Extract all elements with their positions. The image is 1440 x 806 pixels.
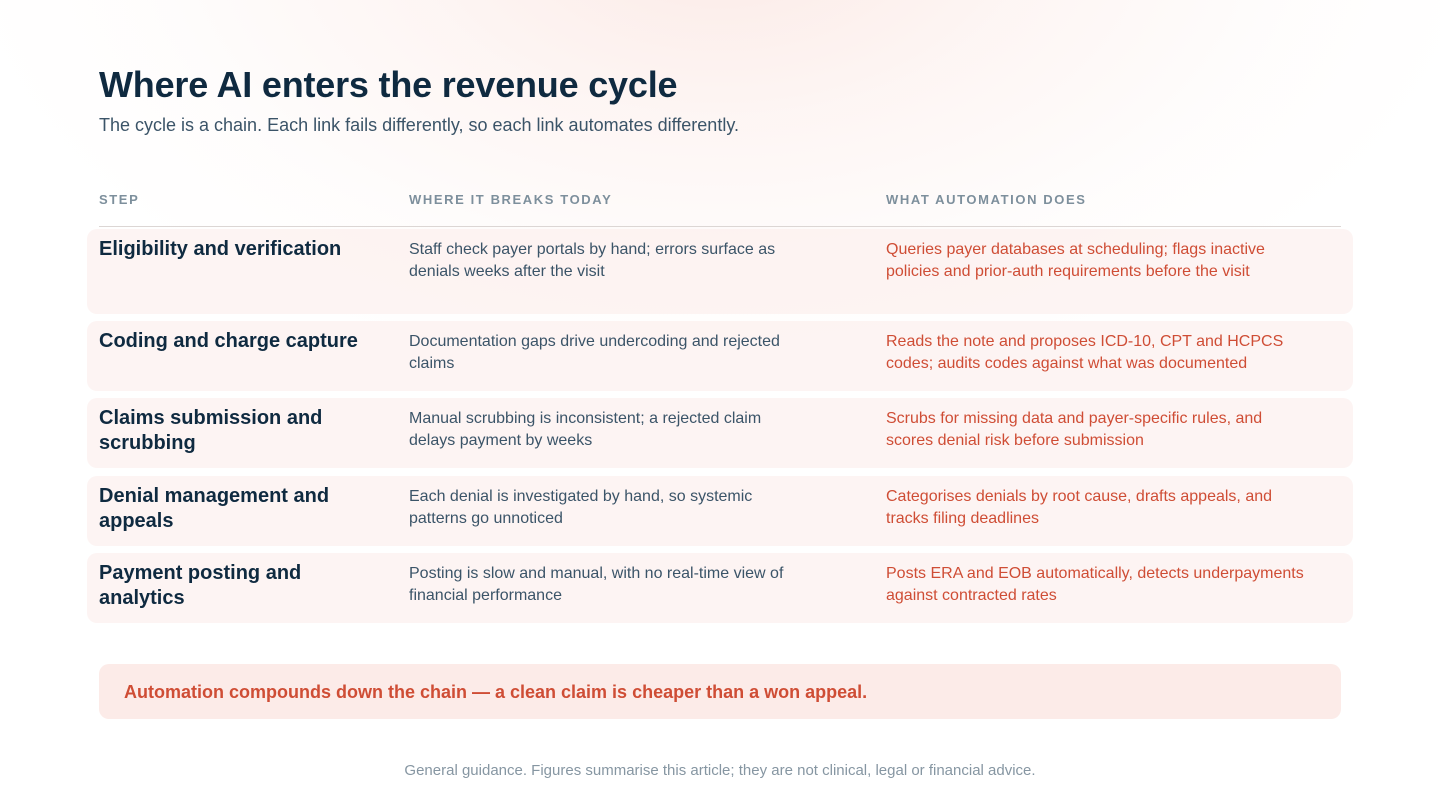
table-row: Coding and charge capture Documentation … [87, 321, 1353, 391]
table-row: Payment posting and analytics Posting is… [87, 553, 1353, 623]
breaks-text: Staff check payer portals by hand; error… [409, 241, 776, 280]
table-row: Claims submission and scrubbing Manual s… [87, 398, 1353, 468]
footer-disclaimer: General guidance. Figures summarise this… [404, 762, 1036, 779]
callout-text: Automation compounds down the chain — a … [124, 682, 868, 702]
automation-text: Posts ERA and EOB automatically, detects… [886, 565, 1304, 604]
step-name: Claims submission and scrubbing [99, 407, 323, 454]
page-subtitle: The cycle is a chain. Each link fails di… [99, 115, 739, 135]
breaks-text: Manual scrubbing is inconsistent; a reje… [409, 410, 762, 449]
column-header-breaks: WHERE IT BREAKS TODAY [409, 192, 613, 207]
breaks-text: Each denial is investigated by hand, so … [409, 488, 753, 527]
breaks-text: Posting is slow and manual, with no real… [409, 565, 784, 604]
column-header-automation: WHAT AUTOMATION DOES [886, 192, 1087, 207]
breaks-text: Documentation gaps drive undercoding and… [409, 333, 780, 372]
step-name: Eligibility and verification [99, 238, 342, 260]
table-row: Denial management and appeals Each denia… [87, 476, 1353, 546]
column-header-step: STEP [99, 192, 140, 207]
step-name: Coding and charge capture [99, 330, 358, 352]
step-name: Payment posting and analytics [99, 562, 302, 609]
page: Where AI enters the revenue cycle The cy… [87, 0, 1353, 806]
automation-text: Categorises denials by root cause, draft… [886, 488, 1273, 527]
automation-text: Reads the note and proposes ICD-10, CPT … [886, 333, 1284, 372]
table-header: STEP WHERE IT BREAKS TODAY WHAT AUTOMATI… [99, 190, 1341, 227]
table-row: Eligibility and verification Staff check… [87, 229, 1353, 314]
automation-text: Queries payer databases at scheduling; f… [886, 241, 1265, 280]
page-title: Where AI enters the revenue cycle [99, 64, 678, 105]
automation-text: Scrubs for missing data and payer-specif… [886, 410, 1263, 449]
callout-box: Automation compounds down the chain — a … [99, 664, 1341, 719]
step-name: Denial management and appeals [99, 485, 330, 532]
